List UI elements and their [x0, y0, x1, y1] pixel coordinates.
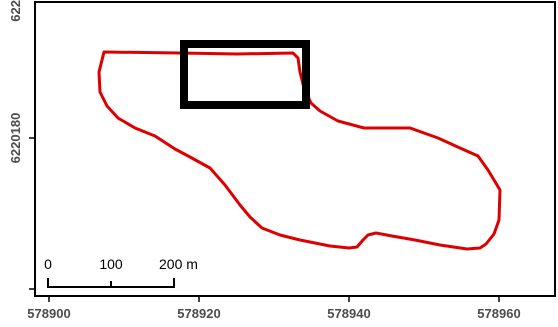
- x-tick-label: 578960: [477, 306, 520, 321]
- scale-bar-label: 100: [99, 256, 123, 272]
- y-tick-label: 6220180: [8, 113, 23, 164]
- y-tick-label: 622: [8, 0, 23, 22]
- scale-bar-label: 200 m: [159, 256, 198, 272]
- highlight-box: [180, 40, 310, 109]
- site-boundary: [97, 50, 502, 251]
- x-tick-label: 578900: [27, 306, 70, 321]
- x-tick-label: 578940: [327, 306, 370, 321]
- x-tick-label: 578920: [177, 306, 220, 321]
- y-axis: [29, 137, 35, 290]
- x-axis: [48, 296, 500, 302]
- scale-bar-label: 0: [44, 256, 52, 272]
- scale-bar: [47, 278, 175, 288]
